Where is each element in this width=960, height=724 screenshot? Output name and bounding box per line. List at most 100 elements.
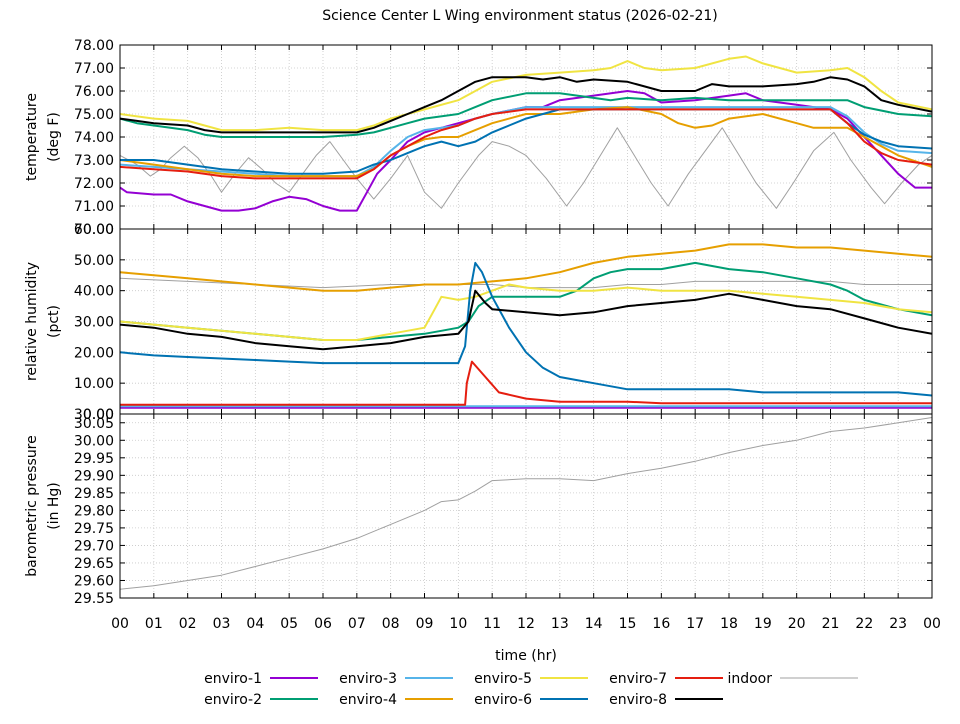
y-tick-label: 29.60 bbox=[74, 573, 114, 589]
x-tick-label: 18 bbox=[720, 616, 738, 632]
y-axis-label: barometric pressure bbox=[24, 435, 40, 576]
y-axis-label: (in Hg) bbox=[46, 482, 62, 530]
y-tick-label: 30.00 bbox=[74, 433, 114, 449]
y-tick-label: 29.95 bbox=[74, 451, 114, 467]
y-tick-label: 73.00 bbox=[74, 153, 114, 169]
legend-label: enviro-7 bbox=[609, 671, 667, 687]
y-tick-label: 29.75 bbox=[74, 521, 114, 537]
x-tick-label: 22 bbox=[855, 616, 873, 632]
y-tick-label: 29.70 bbox=[74, 538, 114, 554]
legend-item-enviro-8: enviro-8 bbox=[609, 692, 723, 708]
x-tick-label: 03 bbox=[213, 616, 231, 632]
x-tick-label: 07 bbox=[348, 616, 366, 632]
y-tick-label: 78.00 bbox=[74, 38, 114, 54]
legend-label: enviro-3 bbox=[339, 671, 397, 687]
x-tick-label: 20 bbox=[788, 616, 806, 632]
series-enviro-6 bbox=[120, 261, 932, 397]
y-tick-label: 71.00 bbox=[74, 199, 114, 215]
panel-temperature: 70.00 71.00 72.00 73.00 74.00 75.00 76.00 77.00… bbox=[24, 38, 933, 238]
chart-title: Science Center L Wing environment status… bbox=[322, 8, 718, 24]
legend-label: enviro-2 bbox=[204, 692, 262, 708]
series-indoor bbox=[120, 417, 932, 590]
legend-item-enviro-6: enviro-6 bbox=[474, 692, 588, 708]
x-tick-label: 10 bbox=[449, 616, 467, 632]
series-enviro-8 bbox=[120, 289, 932, 351]
x-tick-label: 15 bbox=[619, 616, 637, 632]
x-axis-label: time (hr) bbox=[495, 648, 557, 664]
x-tick-label: 23 bbox=[889, 616, 907, 632]
y-axis-label: temperature bbox=[24, 93, 40, 181]
y-tick-label: 72.00 bbox=[74, 176, 114, 192]
series-enviro-7 bbox=[120, 360, 932, 406]
panels: 70.00 71.00 72.00 73.00 74.00 75.00 76.00 77.00… bbox=[24, 38, 933, 607]
y-tick-label: 60.00 bbox=[74, 222, 114, 238]
legend-label: enviro-4 bbox=[339, 692, 397, 708]
y-tick-label: 29.55 bbox=[74, 591, 114, 607]
series-indoor bbox=[120, 277, 932, 289]
y-tick-label: 76.00 bbox=[74, 84, 114, 100]
y-tick-label: 29.65 bbox=[74, 556, 114, 572]
x-tick-label: 02 bbox=[179, 616, 197, 632]
x-tick-label: 01 bbox=[145, 616, 163, 632]
x-tick-label: 16 bbox=[652, 616, 670, 632]
x-tick-label: 04 bbox=[246, 616, 264, 632]
y-tick-label: 10.00 bbox=[74, 376, 114, 392]
x-tick-label: 14 bbox=[585, 616, 603, 632]
series-enviro-2 bbox=[120, 92, 932, 138]
y-axis-label: (deg F) bbox=[46, 112, 62, 162]
y-tick-label: 30.05 bbox=[74, 416, 114, 432]
y-tick-label: 0.00 bbox=[83, 407, 114, 423]
y-tick-label: 77.00 bbox=[74, 61, 114, 77]
x-tick-label: 12 bbox=[517, 616, 535, 632]
x-axis: 00 01 02 03 04 05 06 07 08 09 10 11 12 13 14 15 16 17 18 19… bbox=[111, 616, 941, 632]
legend-label: enviro-6 bbox=[474, 692, 532, 708]
series-enviro-5 bbox=[120, 55, 932, 132]
legend-item-enviro-7: enviro-7 bbox=[609, 671, 723, 687]
y-tick-label: 30.00 bbox=[74, 407, 114, 423]
y-tick-label: 40.00 bbox=[74, 284, 114, 300]
plot-frame bbox=[119, 413, 933, 599]
series-enviro-7 bbox=[120, 108, 932, 180]
x-tick-label: 09 bbox=[416, 616, 434, 632]
x-tick-label: 05 bbox=[280, 616, 298, 632]
x-tick-label: 00 bbox=[923, 616, 941, 632]
series-indoor bbox=[120, 127, 932, 209]
y-tick-label: 74.00 bbox=[74, 130, 114, 146]
series-enviro-4 bbox=[120, 243, 932, 292]
y-axis-label: relative humidity bbox=[24, 262, 40, 381]
legend-label: enviro-1 bbox=[204, 671, 262, 687]
legend-item-enviro-5: enviro-5 bbox=[474, 671, 588, 687]
panel-humidity: 0.00 10.00 20.00 30.00 40.00 50.00 60.00 relati… bbox=[24, 222, 933, 423]
legend-item-indoor: indoor bbox=[727, 671, 858, 687]
y-tick-label: 20.00 bbox=[74, 345, 114, 361]
legend-item-enviro-2: enviro-2 bbox=[204, 692, 318, 708]
legend-label: enviro-8 bbox=[609, 692, 667, 708]
x-tick-label: 06 bbox=[314, 616, 332, 632]
x-tick-label: 21 bbox=[822, 616, 840, 632]
y-axis-label: (pct) bbox=[46, 305, 62, 338]
y-tick-label: 29.85 bbox=[74, 486, 114, 502]
x-tick-label: 19 bbox=[754, 616, 772, 632]
legend-item-enviro-1: enviro-1 bbox=[204, 671, 318, 687]
y-tick-label: 70.00 bbox=[74, 222, 114, 238]
x-tick-label: 13 bbox=[551, 616, 569, 632]
x-tick-label: 08 bbox=[382, 616, 400, 632]
legend-item-enviro-3: enviro-3 bbox=[339, 671, 453, 687]
series-enviro-5 bbox=[120, 283, 932, 341]
legend-item-enviro-4: enviro-4 bbox=[339, 692, 453, 708]
y-tick-label: 29.80 bbox=[74, 503, 114, 519]
x-tick-label: 00 bbox=[111, 616, 129, 632]
y-tick-label: 75.00 bbox=[74, 107, 114, 123]
x-tick-label: 17 bbox=[686, 616, 704, 632]
x-tick-label: 11 bbox=[483, 616, 501, 632]
legend-label: indoor bbox=[727, 671, 772, 687]
series-enviro-4 bbox=[120, 106, 932, 178]
y-tick-label: 30.00 bbox=[74, 315, 114, 331]
legend-label: enviro-5 bbox=[474, 671, 532, 687]
legend: enviro-1 enviro-2 enviro-3 enviro-4 enviro-5… bbox=[204, 671, 858, 708]
series-enviro-8 bbox=[120, 76, 932, 134]
y-tick-label: 29.90 bbox=[74, 468, 114, 484]
y-tick-label: 50.00 bbox=[74, 253, 114, 269]
